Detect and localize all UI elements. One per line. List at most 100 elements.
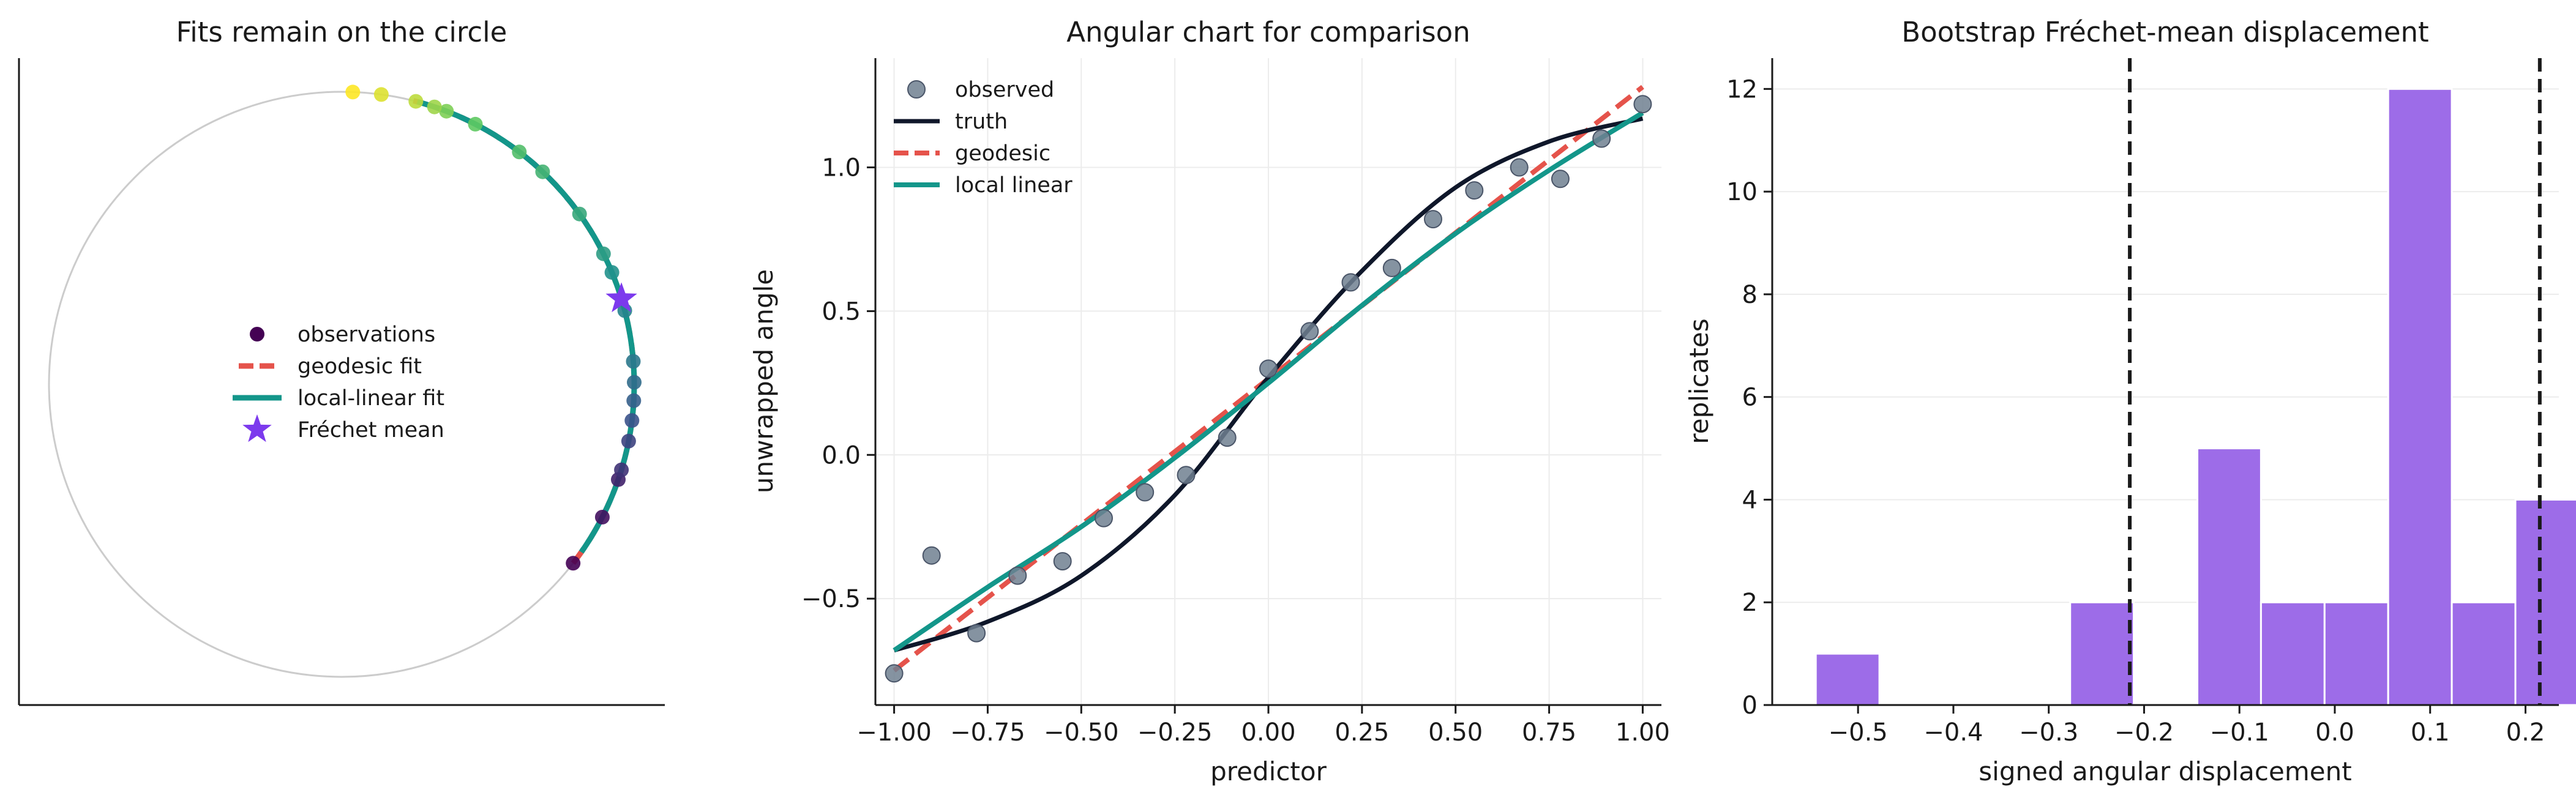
legend-local-linear-fit: local-linear fit [298,386,444,411]
observed-point [1551,170,1570,188]
circle-panel: Fits remain on the circle observations g… [18,16,665,706]
x-tick-label: −0.50 [1044,718,1119,747]
geodesic-fit-arc [413,98,637,565]
x-tick-label: 0.2 [2506,718,2545,747]
x-tick-label: −0.4 [1923,718,1983,747]
angular-chart-y-ticks: −0.5 0.0 0.5 1.0 [801,154,875,613]
circle-observations [345,84,642,571]
x-tick-label: −0.5 [1829,718,1888,747]
observed-point [922,546,941,565]
observed-point [1053,552,1072,571]
x-tick-label: 0.50 [1428,718,1483,747]
observed-point [1592,129,1611,148]
observed-point [1341,273,1360,292]
legend-local-linear: local linear [955,173,1073,198]
unit-circle [48,91,635,678]
y-tick-label: 0.5 [822,297,861,326]
observation-point [614,462,629,477]
y-tick-label: 0.0 [822,441,861,469]
x-tick-label: −0.75 [950,718,1025,747]
histogram-y-label: replicates [1684,318,1714,444]
observation-point [627,375,642,390]
histogram-bar [1814,652,1881,706]
observation-point [626,354,641,369]
legend-geodesic: geodesic [955,141,1050,166]
legend-observations-marker [250,327,264,341]
histogram-bar [2069,601,2135,706]
observation-point [468,116,483,132]
observed-point [1177,466,1196,485]
observed-point [1300,322,1319,341]
histogram-bar [2323,601,2389,706]
histogram-x-label: signed angular displacement [1979,756,2351,786]
histogram-title: Bootstrap Fréchet-mean displacement [1901,16,2428,48]
x-tick-label: 0.1 [2411,718,2450,747]
angular-chart-title: Angular chart for comparison [1066,16,1470,48]
observation-point [566,556,581,571]
angular-chart-x-ticks: −1.00 −0.75 −0.50 −0.25 0.00 0.25 0.50 0.75 1.00 [856,705,1670,747]
y-tick-label: 0 [1742,692,1758,720]
histogram-bar [2387,88,2453,706]
y-tick-label: 8 [1742,281,1758,309]
angular-chart-panel: Angular chart for comparison −1.00 −0.75−… [749,16,1670,786]
observed-point [1095,509,1113,528]
y-tick-label: 2 [1742,589,1758,617]
angular-chart-legend: observed truth geodesic local linear [894,78,1073,198]
legend-frechet-mean: Fréchet mean [298,418,444,442]
observation-point [572,206,587,222]
x-tick-label: 0.25 [1335,718,1389,747]
legend-observations: observations [298,323,435,347]
observed-point [1424,210,1442,229]
observation-point [373,87,389,102]
histogram-x-ticks: −0.5 −0.4 −0.3 −0.2 −0.1 0.0 0.1 0.2 [1829,705,2545,747]
histogram-bars [1814,88,2576,706]
x-tick-label: 0.75 [1522,718,1576,747]
y-tick-label: −0.5 [801,585,861,613]
legend-geodesic-fit: geodesic fit [298,354,422,379]
observation-point [621,433,636,449]
observation-point [345,84,361,100]
x-tick-label: 1.00 [1616,718,1670,747]
observation-point [512,144,527,160]
x-tick-label: 0.00 [1241,718,1295,747]
histogram-bar [2196,447,2262,706]
local-linear-fit-arc [416,99,637,554]
x-tick-label: −1.00 [856,718,932,747]
x-tick-label: 0.0 [2315,718,2354,747]
observed-point [1259,359,1278,378]
observed-point [1136,483,1155,502]
histogram-bar [2451,601,2517,706]
histogram-y-ticks: 0 2 4 6 8 10 12 [1726,75,1772,720]
frechet-mean-star [605,282,637,313]
circle-panel-legend: observations geodesic fit local-linear f… [233,323,444,442]
histogram-bar [2260,601,2326,706]
observation-point [535,164,550,179]
x-tick-label: −0.3 [2019,718,2078,747]
observed-point [1465,181,1484,200]
histogram-reference-lines [2128,58,2542,705]
observation-point [427,99,442,114]
observation-point [604,265,620,280]
observed-point [967,624,986,643]
observed-point [1382,258,1401,277]
angular-chart-y-label: unwrapped angle [749,269,779,493]
legend-frechet-mean-marker [242,414,272,442]
y-tick-label: 1.0 [822,154,861,182]
observation-point [624,413,640,428]
histogram-panel: Bootstrap Fréchet-mean displacement −0.5… [1684,16,2576,786]
y-tick-label: 6 [1742,384,1758,412]
observation-point [439,103,454,119]
observed-point [885,664,904,683]
observed-point [1633,95,1652,114]
observation-point [408,94,424,109]
legend-observed: observed [955,78,1054,102]
y-tick-label: 10 [1726,178,1758,206]
observed-point [1510,158,1529,177]
observation-point [626,393,642,408]
y-tick-label: 4 [1742,486,1758,514]
y-tick-label: 12 [1726,75,1758,103]
circle-panel-title: Fits remain on the circle [176,16,507,48]
observed-points [885,95,1652,683]
observation-point [594,510,610,524]
x-tick-label: −0.25 [1137,718,1213,747]
